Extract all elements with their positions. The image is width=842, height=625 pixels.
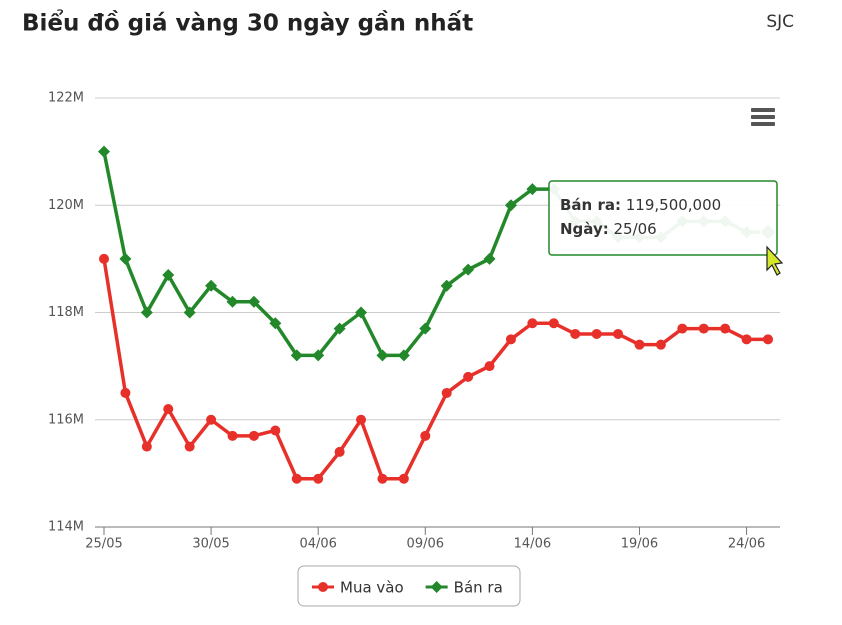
tooltip-key: Ngày: [560, 220, 609, 238]
point [183, 306, 196, 319]
point [527, 318, 538, 329]
x-tick-label: 24/06 [728, 537, 765, 552]
point [441, 387, 452, 398]
point [430, 581, 443, 593]
point [247, 295, 260, 308]
point [504, 199, 517, 212]
point [570, 328, 581, 339]
point [248, 430, 259, 441]
point [377, 473, 388, 484]
point [206, 414, 217, 425]
source: SJC [766, 12, 794, 32]
point [613, 328, 624, 339]
x-tick-label: 09/06 [407, 537, 444, 552]
point [398, 473, 409, 484]
tooltip-value: 25/06 [609, 220, 657, 238]
x-tick-label: 04/06 [299, 537, 336, 552]
tooltip-line: Ngày: 25/06 [560, 220, 657, 238]
point [98, 145, 110, 158]
point [741, 334, 752, 345]
point [484, 361, 495, 372]
point [99, 253, 109, 264]
point [184, 441, 195, 452]
point [397, 349, 410, 362]
point [763, 334, 773, 345]
grid: 114M 116M 118M 120M 122M 25/05 30/05 04/06 09/06… [48, 91, 780, 552]
point [226, 295, 239, 308]
y-tick-label: 122M [48, 91, 84, 106]
point [163, 404, 174, 415]
menu-button[interactable] [751, 108, 775, 126]
point [227, 430, 238, 441]
point [120, 387, 131, 398]
point [291, 473, 302, 484]
tooltip-value: 119,500,000 [621, 196, 721, 214]
point [505, 334, 516, 345]
point [483, 252, 496, 265]
point [205, 279, 218, 292]
point [312, 349, 325, 362]
point [463, 371, 474, 382]
point [355, 306, 368, 319]
point [119, 252, 132, 265]
point [141, 441, 152, 452]
point [334, 446, 345, 457]
point [270, 425, 281, 436]
point [591, 328, 602, 339]
point [419, 322, 432, 335]
y-tick-label: 114M [48, 520, 84, 535]
tooltip-line: Bán ra: 119,500,000 [560, 196, 721, 214]
y-tick-label: 120M [48, 198, 84, 213]
legend-box [297, 565, 521, 607]
point [356, 414, 367, 425]
cursor [766, 245, 784, 276]
y-tick-label: 116M [48, 412, 84, 427]
tooltip: Bán ra: 119,500,000 Ngày: 25/06 [548, 180, 778, 256]
point [162, 268, 175, 281]
point [677, 323, 688, 334]
y-tick-label: 118M [48, 305, 84, 320]
point [440, 279, 453, 292]
point [698, 323, 709, 334]
tooltip-box [548, 180, 778, 256]
point [318, 582, 328, 592]
x-tick-label: 25/05 [85, 537, 122, 552]
x-tick-label: 14/06 [514, 537, 551, 552]
point [526, 183, 539, 196]
chart-title: Biểu đồ giá vàng 30 ngày gần nhất [22, 9, 473, 37]
point [462, 263, 475, 276]
legend: Mua vào Bán ra [312, 579, 503, 597]
legend-label: Bán ra [454, 579, 503, 597]
point [376, 349, 389, 362]
point [313, 473, 324, 484]
tooltip-key: Bán ra: [560, 196, 621, 214]
point [720, 323, 731, 334]
point [634, 339, 645, 350]
point [333, 322, 346, 335]
x-tick-label: 30/05 [192, 537, 229, 552]
series-line [102, 258, 768, 481]
point [140, 306, 153, 319]
point [548, 318, 559, 329]
x-tick-label: 19/06 [621, 537, 658, 552]
point [290, 349, 303, 362]
point [655, 339, 666, 350]
point [420, 430, 431, 441]
legend-label: Mua vào [340, 579, 404, 597]
point [269, 317, 282, 330]
